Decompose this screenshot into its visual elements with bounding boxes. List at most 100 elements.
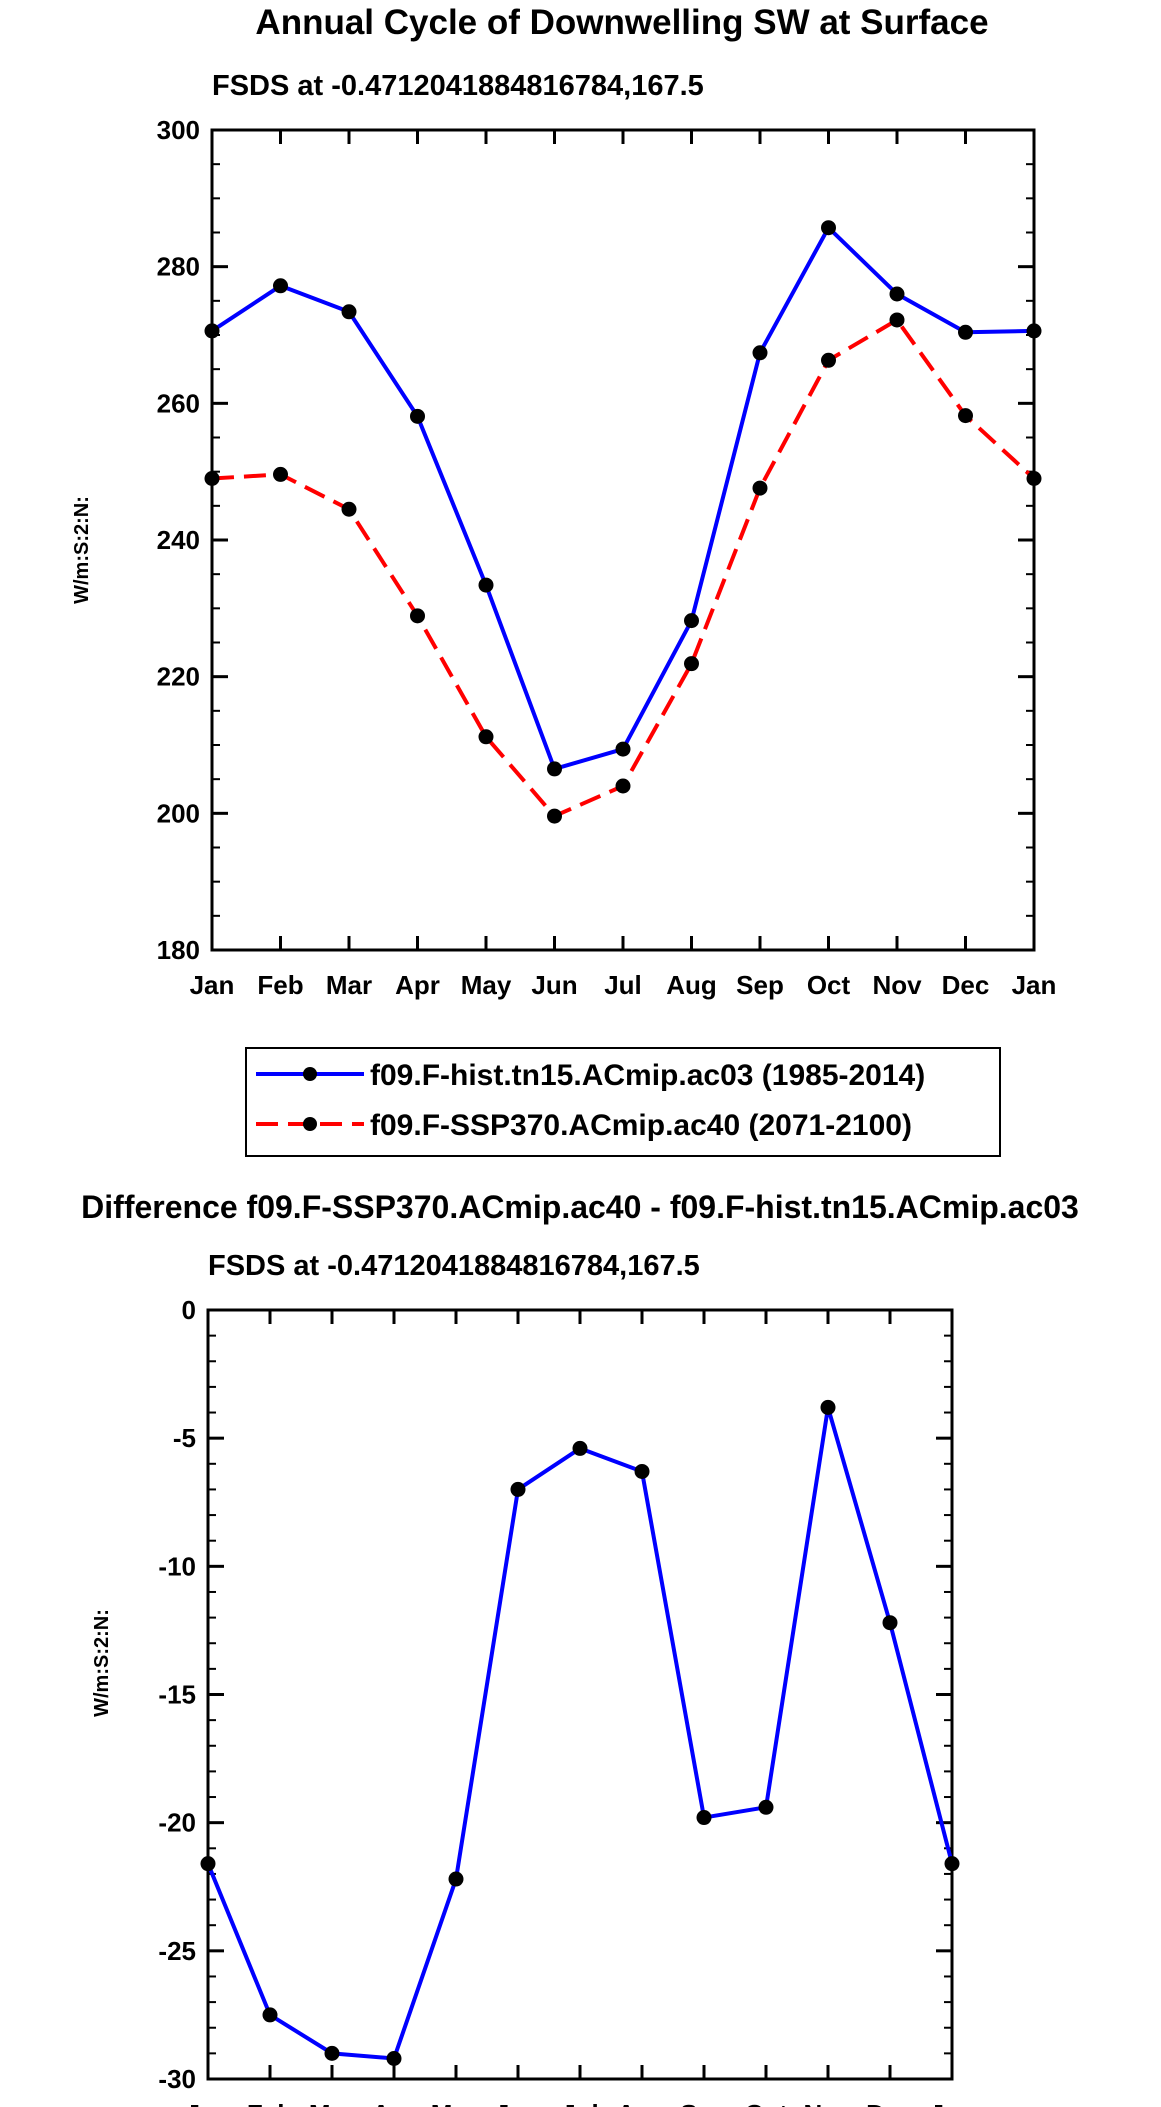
x-tick-label: Apr (372, 2099, 417, 2107)
x-tick-label: Aug (666, 970, 717, 1000)
x-tick-label: Jul (604, 970, 642, 1000)
data-point-1-10 (889, 312, 905, 328)
series-layer (200, 1399, 960, 2066)
x-tick-label: Sep (680, 2099, 728, 2107)
legend-label-ssp370: f09.F-SSP370.ACmip.ac40 (2071-2100) (370, 1109, 912, 1142)
x-tick-label: May (431, 2099, 482, 2107)
data-point-1-6 (615, 778, 631, 794)
data-point-0-12 (944, 1856, 960, 1872)
legend-entry-ssp370: f09.F-SSP370.ACmip.ac40 (2071-2100) (256, 1109, 912, 1142)
data-point-0-7 (634, 1463, 650, 1479)
y-tick-label: -15 (158, 1680, 196, 1710)
data-point-0-0 (204, 323, 220, 339)
chart-subtitle: FSDS at -0.4712041884816784,167.5 (208, 1250, 700, 1282)
x-tick-label: Feb (257, 970, 303, 1000)
data-point-1-12 (1026, 471, 1042, 486)
data-point-0-5 (510, 1481, 526, 1497)
data-point-1-2 (341, 501, 357, 517)
x-tick-label: Mar (309, 2099, 355, 2107)
data-point-0-4 (478, 577, 494, 593)
data-point-1-5 (547, 808, 562, 824)
x-tick-label: Nov (872, 970, 922, 1000)
data-point-1-8 (752, 480, 768, 496)
y-tick-label: 280 (157, 252, 200, 282)
y-tick-label: 220 (157, 662, 200, 692)
y-tick-label: 200 (157, 798, 200, 828)
data-point-0-10 (820, 1399, 836, 1415)
data-point-0-11 (958, 324, 973, 340)
x-tick-label: Dec (942, 970, 990, 1000)
plot-frame (206, 1308, 954, 2081)
y-tick-label: -30 (158, 2064, 196, 2094)
legend-marker-ssp370 (303, 1117, 317, 1131)
legend-entry-hist: f09.F-hist.tn15.ACmip.ac03 (1985-2014) (256, 1059, 925, 1092)
x-tick-label: Oct (744, 2099, 788, 2107)
y-tick-label: -5 (173, 1423, 196, 1453)
data-point-0-12 (1026, 323, 1042, 339)
legend-marker-hist (303, 1067, 317, 1081)
data-point-0-6 (615, 741, 631, 757)
series-line-0 (206, 1405, 954, 2061)
x-tick-label: Mar (326, 970, 372, 1000)
data-point-0-3 (410, 408, 425, 424)
y-tick-label: -10 (158, 1551, 196, 1581)
data-point-0-1 (262, 2007, 278, 2023)
plot-frame (210, 128, 1036, 952)
series-line-0 (210, 225, 1035, 771)
y-tick-label: 260 (157, 388, 200, 418)
annual-cycle-panel: Annual Cycle of Downwelling SW at Surfac… (71, 3, 1057, 1157)
series-layer (204, 220, 1042, 824)
y-tick-label: -20 (158, 1808, 196, 1838)
data-point-1-4 (478, 729, 494, 745)
data-point-0-0 (200, 1856, 216, 1872)
axes: Jan Feb Mar Apr May Jun Jul Aug Sep Oct Nov Dec Jan -… (158, 1295, 974, 2107)
x-tick-label: Jun (531, 970, 577, 1000)
data-point-1-11 (958, 408, 973, 424)
x-tick-label: May (461, 970, 512, 1000)
x-tick-label: Jan (1012, 970, 1057, 1000)
axes: Jan Feb Mar Apr May Jun Jul Aug Sep Oct Nov Dec Jan 1… (157, 115, 1057, 1000)
data-point-0-2 (341, 304, 357, 320)
data-point-1-7 (684, 656, 699, 672)
x-tick-label: Oct (807, 970, 851, 1000)
x-tick-label: Dec (866, 2099, 914, 2107)
data-point-0-3 (386, 2050, 402, 2066)
y-tick-label: 300 (157, 115, 200, 145)
data-point-0-10 (889, 286, 905, 302)
data-point-0-9 (821, 220, 836, 236)
legend-box (245, 1047, 1001, 1157)
data-point-0-8 (696, 1810, 712, 1826)
x-tick-label: Jan (186, 2099, 231, 2107)
x-tick-label: Aug (617, 2099, 668, 2107)
x-tick-label: Apr (395, 970, 440, 1000)
y-tick-label: -25 (158, 1936, 196, 1966)
data-point-0-6 (572, 1440, 588, 1456)
data-point-1-1 (273, 466, 288, 482)
data-point-0-11 (882, 1615, 898, 1631)
x-tick-label: Nov (803, 2099, 853, 2107)
data-point-0-7 (684, 613, 699, 629)
legend-label-hist: f09.F-hist.tn15.ACmip.ac03 (1985-2014) (370, 1059, 925, 1092)
chart-title: Difference f09.F-SSP370.ACmip.ac40 - f09… (81, 1189, 1079, 1225)
data-point-1-3 (410, 608, 425, 624)
x-tick-label: Jan (930, 2099, 975, 2107)
data-point-1-0 (204, 471, 220, 486)
x-tick-label: Jan (190, 970, 235, 1000)
data-point-1-9 (821, 352, 836, 368)
chart-subtitle: FSDS at -0.4712041884816784,167.5 (212, 70, 704, 102)
y-axis-label: W/m:S:2:N: (91, 1609, 113, 1717)
data-point-0-2 (324, 2045, 340, 2061)
data-point-0-1 (273, 278, 288, 294)
chart-title: Annual Cycle of Downwelling SW at Surfac… (255, 3, 988, 42)
x-tick-label: Jun (495, 2099, 541, 2107)
y-axis-label: W/m:S:2:N: (71, 496, 93, 604)
y-tick-label: 180 (157, 935, 200, 965)
x-tick-label: Feb (247, 2099, 293, 2107)
y-tick-label: 240 (157, 525, 200, 555)
data-point-0-8 (752, 345, 768, 361)
x-tick-label: Jul (561, 2099, 599, 2107)
difference-panel: Difference f09.F-SSP370.ACmip.ac40 - f09… (81, 1189, 1079, 2107)
y-tick-label: 0 (182, 1295, 196, 1325)
data-point-0-5 (547, 761, 562, 777)
